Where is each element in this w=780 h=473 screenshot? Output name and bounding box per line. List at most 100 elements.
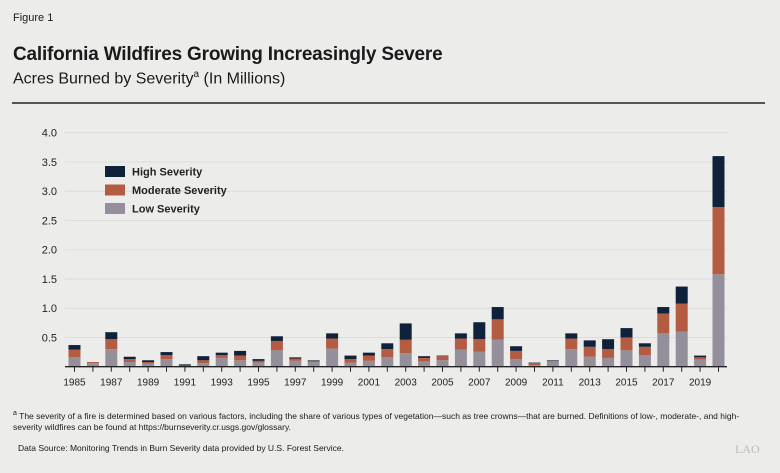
bar-moderate-severity — [234, 355, 247, 361]
bar-moderate-severity — [307, 360, 320, 363]
bar-high-severity — [68, 345, 81, 350]
bar-moderate-severity — [326, 338, 339, 349]
bar-moderate-severity — [289, 358, 302, 361]
y-tick-label: 1.0 — [42, 303, 57, 315]
x-tick-label: 2003 — [395, 378, 418, 389]
bar-moderate-severity — [602, 349, 615, 358]
bar-high-severity — [638, 343, 651, 347]
bar-moderate-severity — [565, 338, 578, 350]
legend-label: Moderate Severity — [132, 185, 228, 197]
figure-label: Figure 1 — [13, 12, 54, 24]
bar-high-severity — [473, 322, 486, 340]
x-tick-label: 2001 — [358, 378, 381, 389]
y-tick-label: 1.5 — [42, 274, 57, 286]
bar-low-severity — [270, 350, 283, 367]
bar-low-severity — [694, 359, 707, 367]
bar-low-severity — [123, 362, 136, 367]
bar-low-severity — [142, 363, 155, 367]
bar-low-severity — [362, 360, 375, 367]
x-tick-label: 1991 — [174, 378, 197, 389]
bar-moderate-severity — [418, 357, 431, 362]
bar-low-severity — [418, 361, 431, 367]
bar-low-severity — [307, 362, 320, 367]
bar-low-severity — [215, 357, 228, 367]
y-tick-label: 2.0 — [42, 245, 57, 257]
bar-low-severity — [712, 274, 725, 367]
bar-low-severity — [675, 331, 688, 367]
bar-high-severity — [510, 346, 523, 351]
bar-high-severity — [418, 356, 431, 358]
bar-high-severity — [546, 360, 559, 361]
bar-moderate-severity — [583, 346, 596, 357]
bar-moderate-severity — [454, 338, 467, 350]
bar-high-severity — [344, 355, 357, 360]
header-divider — [12, 102, 765, 104]
footnote: a The severity of a fire is determined b… — [13, 408, 753, 433]
bar-high-severity — [362, 352, 375, 356]
bar-high-severity — [160, 352, 173, 355]
bar-moderate-severity — [381, 349, 394, 358]
bar-moderate-severity — [657, 313, 670, 334]
bar-high-severity — [528, 362, 541, 364]
bar-low-severity — [583, 356, 596, 367]
bar-low-severity — [602, 357, 615, 367]
bar-high-severity — [142, 360, 155, 363]
bar-low-severity — [68, 357, 81, 367]
legend-swatch — [105, 184, 125, 196]
bar-high-severity — [657, 307, 670, 314]
bar-low-severity — [234, 360, 247, 367]
bar-moderate-severity — [123, 359, 136, 363]
bar-moderate-severity — [270, 340, 283, 351]
footnote-marker: a — [13, 410, 17, 417]
bar-high-severity — [105, 332, 118, 340]
bar-moderate-severity — [215, 355, 228, 358]
bar-high-severity — [270, 336, 283, 341]
bar-moderate-severity — [344, 359, 357, 363]
bar-moderate-severity — [638, 346, 651, 355]
y-tick-label: 0.5 — [42, 332, 57, 344]
bar-low-severity — [491, 339, 504, 367]
x-tick-label: 2013 — [579, 378, 602, 389]
bar-low-severity — [105, 349, 118, 367]
data-source: Data Source: Monitoring Trends in Burn S… — [18, 443, 344, 453]
x-tick-label: 1989 — [137, 378, 160, 389]
bar-moderate-severity — [620, 337, 633, 351]
y-tick-label: 2.5 — [42, 215, 57, 227]
bar-low-severity — [620, 350, 633, 367]
bar-high-severity — [234, 350, 247, 356]
bar-low-severity — [197, 363, 210, 367]
bar-low-severity — [381, 357, 394, 367]
bar-low-severity — [454, 349, 467, 367]
bar-moderate-severity — [197, 360, 210, 364]
bar-moderate-severity — [362, 355, 375, 361]
x-tick-label: 1999 — [321, 378, 344, 389]
bar-moderate-severity — [68, 349, 81, 358]
legend-label: High Severity — [132, 167, 203, 179]
legend-label: Low Severity — [132, 204, 201, 216]
bar-moderate-severity — [510, 350, 523, 360]
bar-high-severity — [381, 343, 394, 350]
bar-low-severity — [160, 359, 173, 367]
legend-swatch — [105, 203, 125, 214]
x-tick-label: 2015 — [615, 378, 638, 389]
bar-low-severity — [638, 355, 651, 367]
bar-high-severity — [436, 355, 449, 357]
bar-high-severity — [583, 340, 596, 347]
bar-low-severity — [546, 361, 559, 367]
bar-high-severity — [712, 156, 725, 207]
bar-high-severity — [399, 323, 412, 340]
bar-low-severity — [86, 363, 99, 367]
bar-high-severity — [289, 357, 302, 359]
x-tick-label: 2019 — [689, 378, 712, 389]
bar-high-severity — [197, 356, 210, 361]
bar-high-severity — [307, 360, 320, 361]
bar-high-severity — [123, 356, 136, 360]
bar-low-severity — [326, 348, 339, 367]
bar-moderate-severity — [105, 339, 118, 350]
bar-low-severity — [528, 364, 541, 367]
bar-high-severity — [215, 352, 228, 355]
bar-high-severity — [252, 359, 265, 361]
bar-low-severity — [436, 360, 449, 367]
x-tick-label: 1997 — [284, 378, 307, 389]
